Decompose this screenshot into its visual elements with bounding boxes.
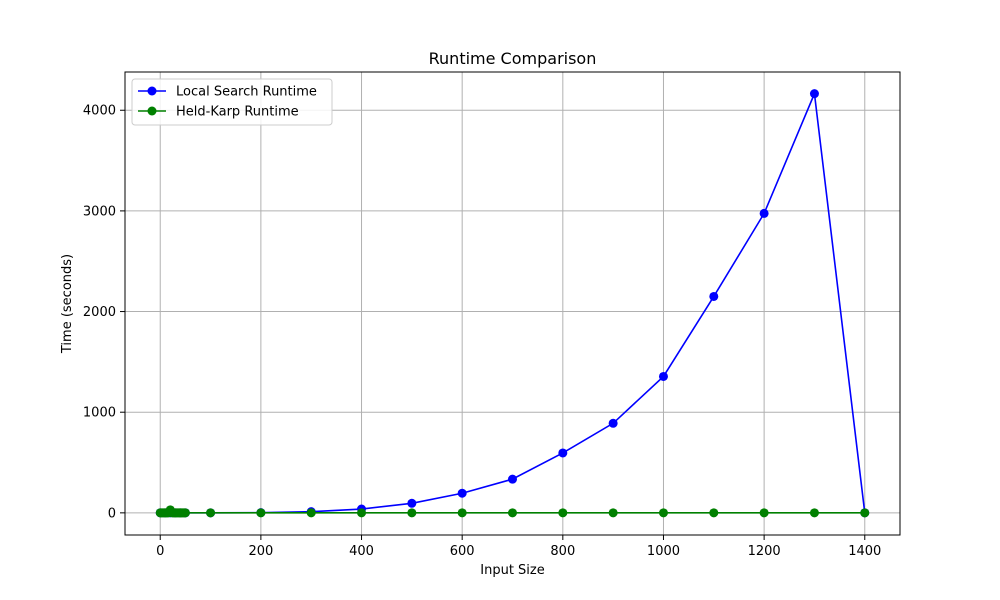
data-point — [759, 208, 769, 218]
data-point — [608, 508, 618, 518]
chart-title: Runtime Comparison — [429, 49, 597, 68]
legend: Local Search Runtime Held-Karp Runtime — [131, 78, 333, 126]
legend-label: Held-Karp Runtime — [176, 105, 299, 120]
legend-marker — [147, 106, 157, 116]
legend-item: Held-Karp Runtime — [138, 105, 299, 120]
legend-item: Local Search Runtime — [138, 85, 317, 100]
legend-label: Local Search Runtime — [176, 85, 317, 100]
data-point — [809, 89, 819, 99]
data-point — [709, 291, 719, 301]
x-tick-label: 0 — [156, 544, 164, 559]
data-point — [407, 498, 417, 508]
axis-ticks: 0 200 400 600 800 1000 1200 1400 0 1000 2000 3000 40… — [83, 104, 881, 559]
data-point — [558, 448, 568, 458]
x-tick-label: 800 — [550, 544, 575, 559]
y-axis-label: Time (seconds) — [60, 254, 75, 354]
data-point — [709, 508, 719, 518]
series-1 — [155, 505, 870, 518]
x-axis-label: Input Size — [480, 563, 544, 578]
y-tick-label: 2000 — [83, 305, 116, 320]
data-point — [508, 508, 517, 518]
data-point — [306, 508, 316, 518]
data-point — [658, 371, 668, 381]
data-point — [357, 508, 367, 518]
data-point — [457, 508, 467, 518]
x-tick-label: 1400 — [848, 544, 881, 559]
legend-marker — [147, 86, 157, 96]
y-tick-label: 4000 — [83, 104, 116, 119]
series-layer — [155, 89, 870, 518]
x-tick-label: 400 — [349, 544, 374, 559]
data-point — [658, 508, 668, 518]
data-point — [457, 488, 467, 498]
y-tick-label: 0 — [108, 506, 116, 521]
x-tick-label: 600 — [450, 544, 475, 559]
y-tick-label: 3000 — [83, 204, 116, 219]
data-point — [860, 508, 870, 518]
x-tick-label: 1000 — [647, 544, 680, 559]
plot-frame — [124, 71, 901, 536]
data-point — [558, 508, 568, 518]
x-tick-label: 1200 — [748, 544, 781, 559]
data-point — [180, 508, 190, 518]
y-tick-label: 1000 — [83, 406, 116, 421]
legend-frame — [131, 78, 333, 126]
data-point — [256, 508, 266, 518]
data-point — [809, 508, 819, 518]
data-point — [407, 508, 417, 518]
x-tick-label: 200 — [248, 544, 273, 559]
data-point — [608, 418, 618, 428]
data-point — [206, 508, 216, 518]
data-point — [508, 474, 517, 484]
data-point — [759, 508, 769, 518]
